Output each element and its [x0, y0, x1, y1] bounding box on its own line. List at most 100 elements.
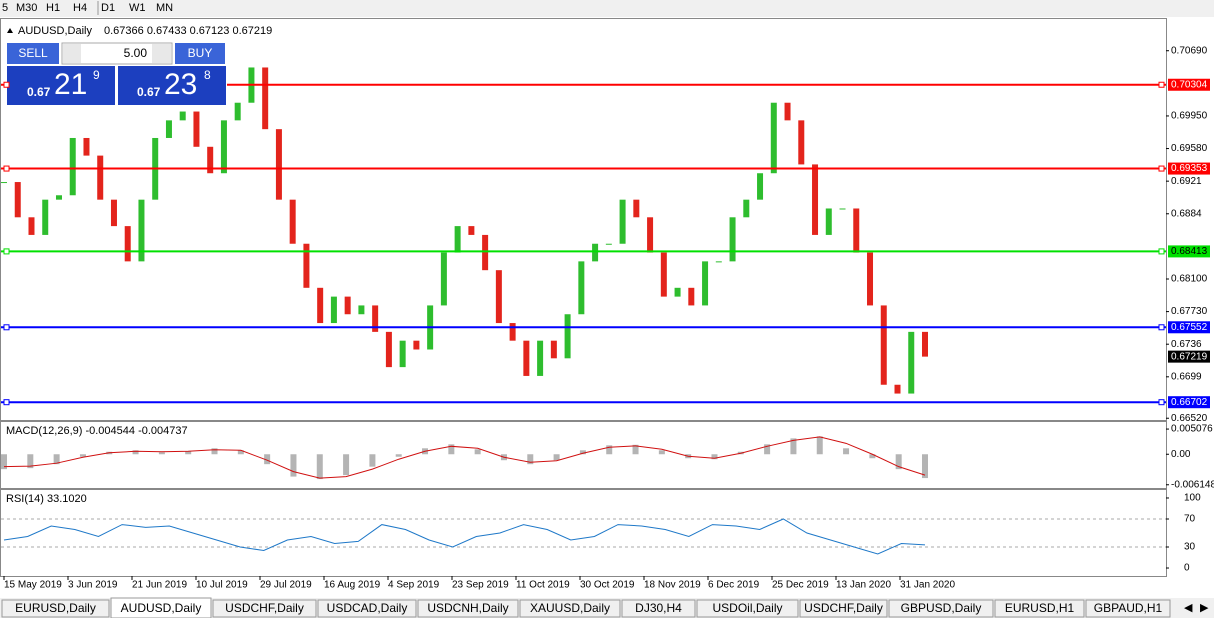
level-handle[interactable]: [1158, 324, 1165, 331]
candle: [372, 305, 379, 332]
level-label: 0.70304: [1171, 79, 1208, 90]
candle: [729, 217, 736, 262]
level-handle[interactable]: [3, 399, 10, 406]
candle: [908, 331, 915, 394]
ask-box[interactable]: [118, 66, 226, 105]
tab-label[interactable]: USDOil,Daily: [712, 601, 782, 615]
lots-down[interactable]: [63, 44, 81, 63]
level-handle[interactable]: [1158, 81, 1165, 88]
level-label-bg: [1168, 321, 1210, 334]
level-handle[interactable]: [3, 165, 10, 172]
timeframe-button[interactable]: 5: [2, 2, 8, 14]
tab[interactable]: [621, 599, 696, 618]
candle: [647, 217, 654, 253]
candle: [55, 195, 62, 200]
macd-bar: [843, 448, 850, 455]
tab-label[interactable]: USDCAD,Daily: [327, 601, 408, 615]
level-handle[interactable]: [1158, 165, 1165, 172]
tab-label[interactable]: USDCHF,Daily: [225, 601, 304, 615]
tab-label[interactable]: GBPAUD,H1: [1094, 601, 1163, 615]
tab[interactable]: [799, 599, 888, 618]
candle: [537, 340, 544, 376]
candle: [688, 287, 695, 306]
tab-scroll-left[interactable]: ◀: [1184, 602, 1193, 614]
sell-label[interactable]: SELL: [18, 46, 48, 60]
level-handle[interactable]: [1158, 399, 1165, 406]
level-handle[interactable]: [1158, 248, 1165, 255]
macd-bar: [658, 450, 665, 455]
y-tick-label: 100: [1184, 493, 1201, 504]
level-handle[interactable]: [3, 324, 10, 331]
candle: [165, 120, 172, 138]
macd-bar: [579, 450, 586, 455]
candle: [1, 182, 7, 184]
timeframe-button[interactable]: H1: [46, 2, 60, 14]
timeframe-button[interactable]: H4: [73, 2, 87, 14]
buy-label[interactable]: BUY: [188, 46, 213, 60]
tab[interactable]: [1085, 599, 1171, 618]
tab-label[interactable]: GBPUSD,Daily: [901, 601, 982, 615]
bid-box[interactable]: [7, 66, 115, 105]
macd-bar: [869, 454, 876, 459]
tab[interactable]: [888, 599, 994, 618]
candle: [757, 173, 764, 200]
candle: [523, 340, 530, 376]
timeframe-button[interactable]: MN: [156, 2, 173, 14]
candle: [358, 305, 365, 315]
tab-label[interactable]: USDCHF,Daily: [804, 601, 883, 615]
candle: [770, 102, 777, 174]
collapse-icon[interactable]: [7, 28, 13, 33]
tab[interactable]: [994, 599, 1085, 618]
last-price-label: 0.67219: [1171, 351, 1208, 362]
macd-bar: [606, 445, 613, 455]
candle: [825, 208, 832, 235]
tab[interactable]: [696, 599, 799, 618]
tab-label[interactable]: XAUUSD,Daily: [530, 601, 610, 615]
sell-button[interactable]: [7, 43, 59, 64]
candle: [468, 226, 475, 235]
candle: [482, 234, 489, 271]
macd-bar: [895, 454, 902, 470]
candle: [234, 102, 241, 121]
candle: [578, 261, 585, 315]
candle: [715, 261, 722, 263]
candle: [867, 252, 874, 306]
tab[interactable]: [212, 599, 317, 618]
macd-bar: [527, 454, 534, 465]
candle: [633, 199, 640, 218]
macd-bar: [764, 444, 771, 455]
macd-bar: [922, 454, 928, 479]
candle: [440, 252, 447, 306]
y-tick-label: 0.68100: [1171, 274, 1208, 285]
timeframe-button[interactable]: W1: [129, 2, 146, 14]
candle: [853, 208, 860, 253]
x-tick-label: 25 Dec 2019: [772, 580, 829, 591]
level-handle[interactable]: [3, 248, 10, 255]
tab[interactable]: [317, 599, 417, 618]
lots-up[interactable]: [152, 44, 171, 63]
candle: [385, 331, 392, 368]
macd-bar: [711, 454, 718, 460]
macd-bar: [237, 450, 244, 455]
tab-scroll-right[interactable]: ▶: [1200, 602, 1209, 614]
tab-label[interactable]: DJ30,H4: [635, 601, 682, 615]
timeframe-button[interactable]: D1: [101, 2, 115, 14]
tab-label[interactable]: EURUSD,Daily: [15, 601, 96, 615]
y-tick-label: 0.66520: [1171, 413, 1208, 424]
timeframe-button[interactable]: M30: [16, 2, 37, 14]
tab[interactable]: [110, 597, 212, 618]
macd-bar: [290, 454, 297, 477]
tab[interactable]: [1, 599, 110, 618]
buy-button[interactable]: [175, 43, 225, 64]
candle: [303, 243, 310, 288]
macd-bar: [395, 454, 402, 457]
tab-label[interactable]: EURUSD,H1: [1005, 601, 1075, 615]
tab-label[interactable]: AUDUSD,Daily: [121, 601, 202, 615]
tab[interactable]: [417, 599, 519, 618]
lots-input[interactable]: [61, 42, 173, 65]
level-handle[interactable]: [3, 81, 10, 88]
tab-label[interactable]: USDCNH,Daily: [427, 601, 508, 615]
macd-bar: [474, 449, 481, 455]
tab[interactable]: [519, 599, 621, 618]
candle: [97, 155, 104, 200]
